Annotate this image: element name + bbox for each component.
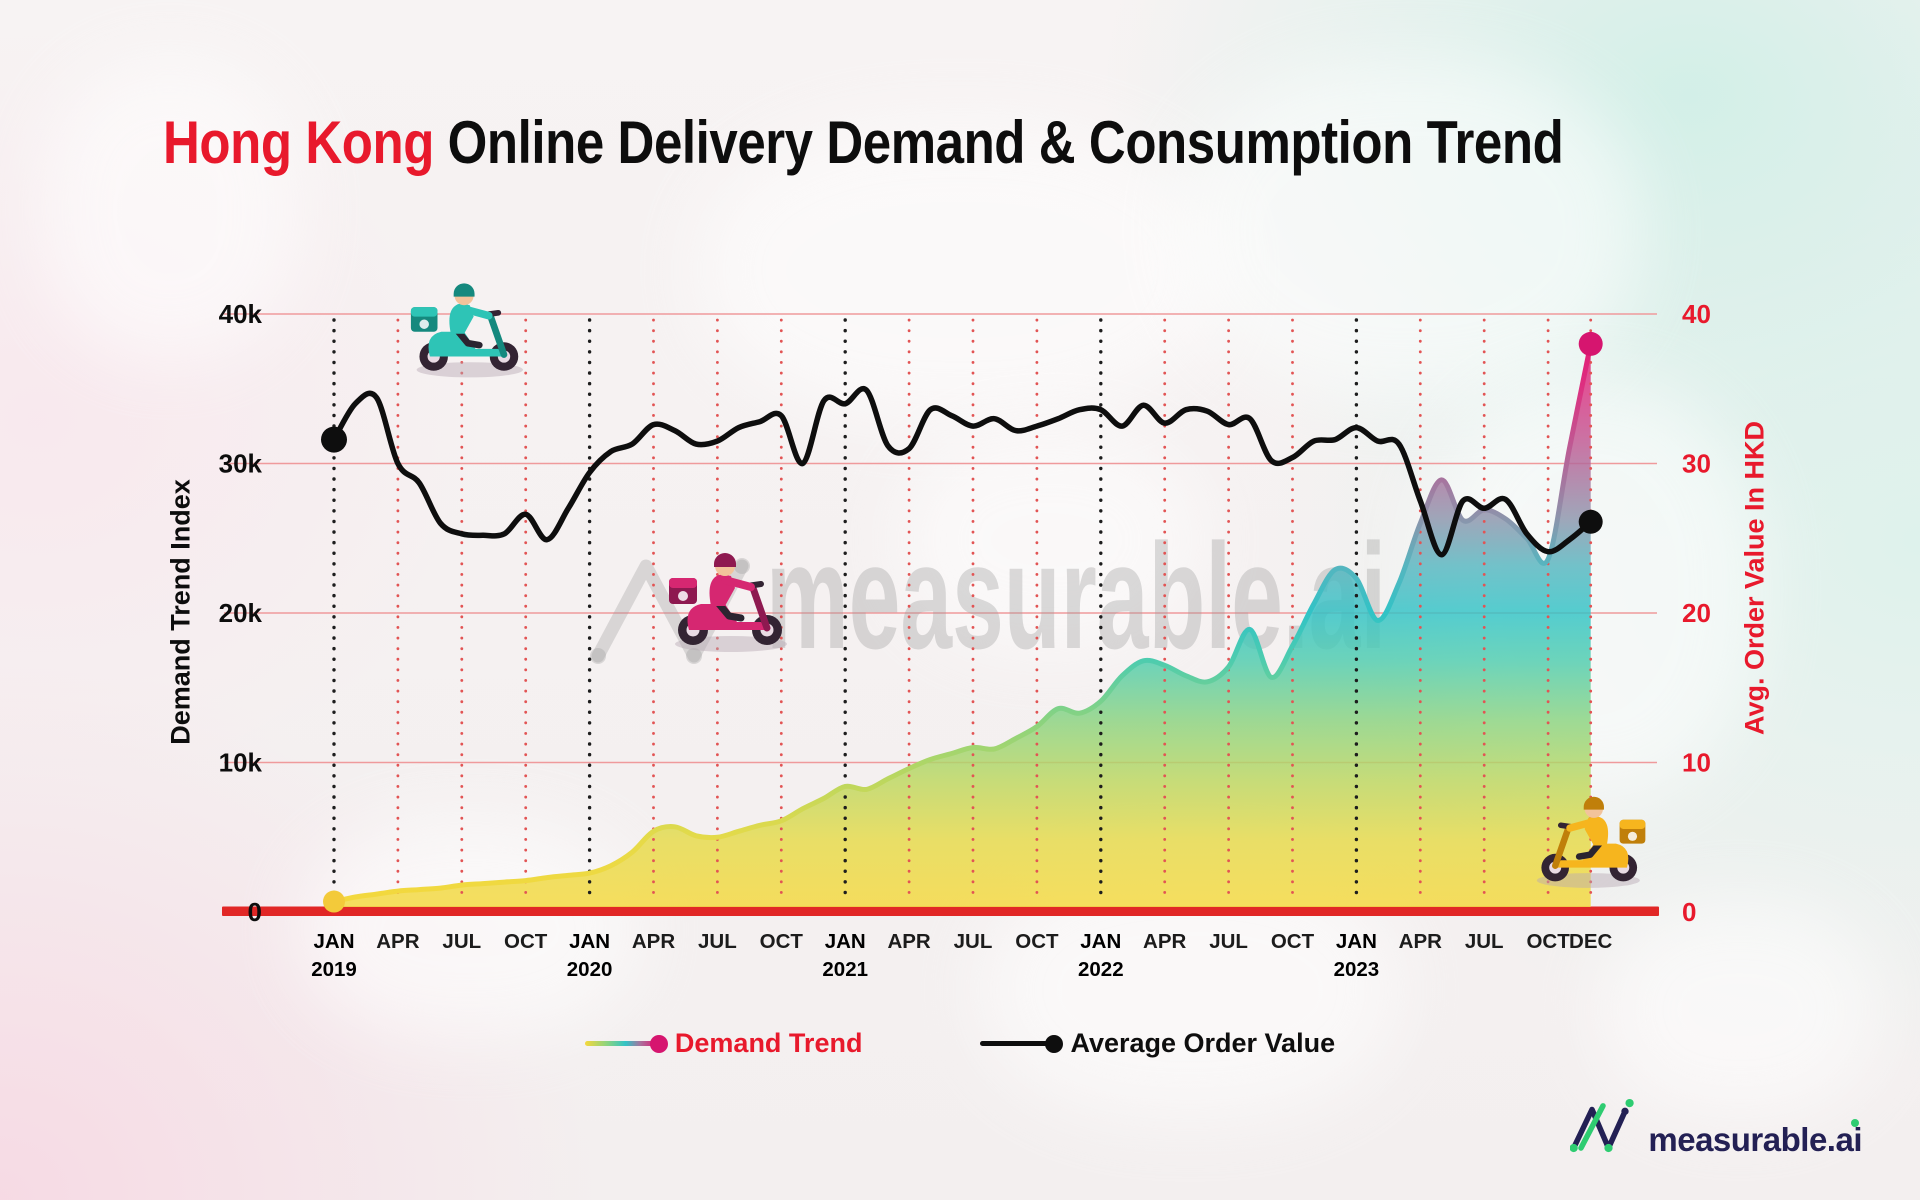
x-tick-label: OCT: [1526, 930, 1570, 953]
average-order-value-dot: [1045, 1034, 1064, 1053]
x-tick-label: APR: [1143, 930, 1186, 953]
x-tick-year: 2023: [1334, 958, 1380, 981]
x-tick-label: JAN: [825, 930, 866, 953]
y-right-tick-label: 0: [1682, 897, 1696, 927]
x-tick-label: JAN: [313, 930, 354, 953]
y-left-tick-label: 40k: [219, 299, 263, 329]
x-tick-label: JUL: [1465, 930, 1504, 953]
x-axis-baseline: [222, 906, 1659, 916]
page-title-rest: Online Delivery Demand & Consumption Tre…: [447, 109, 1564, 176]
y-left-tick-label: 20k: [219, 598, 263, 628]
average-order-value-line: [331, 385, 1594, 558]
series-lines: [331, 341, 1594, 904]
x-tick-year: 2021: [822, 958, 868, 981]
x-tick-label: APR: [1399, 930, 1442, 953]
demand-area-fill: [334, 343, 1591, 907]
series-endpoint-dots: [321, 331, 1603, 913]
y-right-tick-label: 30: [1682, 449, 1711, 479]
brand-logo-text: measurable.ai: [1648, 1119, 1862, 1158]
page-title: Hong Kong Online Delivery Demand & Consu…: [163, 108, 1564, 177]
scooter-illustrations: [410, 283, 1646, 888]
x-tick-label: JUL: [954, 930, 993, 953]
magenta-delivery-scooter-illustration: [669, 553, 787, 652]
axis-tick-labels: 0 10k 20k 30k 40k 0 10 20 30 40 JAN 2019 APR JUL OCT JA…: [219, 299, 1711, 981]
y-left-tick-label: 30k: [219, 449, 263, 479]
teal-delivery-scooter-illustration: [410, 283, 523, 378]
x-tick-label: JAN: [1336, 930, 1377, 953]
x-tick-label: APR: [632, 930, 675, 953]
background-blob: [1600, 900, 1880, 1120]
aov-start-dot: [321, 426, 347, 453]
x-tick-label: JAN: [569, 930, 610, 953]
average-order-value-swatch: [980, 1034, 1064, 1053]
x-tick-label: OCT: [1271, 930, 1315, 953]
y-left-tick-label: 0: [248, 897, 262, 927]
demand-end-dot: [1578, 331, 1603, 356]
legend-item-demand-trend: Demand Trend: [584, 1028, 863, 1059]
y-right-tick-label: 20: [1682, 598, 1711, 628]
x-tick-label: APR: [887, 930, 930, 953]
yellow-delivery-scooter-illustration: [1536, 796, 1646, 888]
demand-trend-swatch: [584, 1034, 668, 1053]
x-tick-label: OCT: [760, 930, 804, 953]
x-tick-label: JUL: [1209, 930, 1248, 953]
x-tick-year: 2019: [311, 958, 357, 981]
demand-trend-dot: [649, 1034, 668, 1053]
y-right-tick-label: 10: [1682, 748, 1711, 778]
background-blob: [1180, 60, 1640, 400]
background-blob: [40, 60, 300, 360]
x-tick-label: DEC: [1569, 930, 1612, 953]
x-tick-label: APR: [376, 930, 419, 953]
legend-item-average-order-value: Average Order Value: [980, 1028, 1335, 1059]
watermark-text: measurable.ai: [766, 513, 1386, 680]
legend-label-average-order-value: Average Order Value: [1070, 1028, 1336, 1058]
x-tick-label: JAN: [1080, 930, 1121, 953]
legend: Demand Trend Average Order Value: [0, 1028, 1920, 1059]
demand-trend-area: [334, 343, 1591, 907]
background-blob: [300, 820, 640, 1040]
page-title-highlight: Hong Kong: [163, 109, 434, 176]
brand-logo-text-inner: measurable.ai: [1648, 1121, 1862, 1158]
demand-trend-line: [331, 341, 1594, 904]
y-left-tick-label: 10k: [219, 748, 263, 778]
x-tick-label: OCT: [1015, 930, 1059, 953]
vertical-dotted-gridlines: [332, 318, 1593, 905]
watermark: measurable.ai: [590, 513, 1386, 680]
x-tick-label: JUL: [442, 930, 481, 953]
x-tick-label: JUL: [698, 930, 737, 953]
background-blob: [700, 120, 1220, 420]
demand-start-dot: [323, 890, 345, 913]
x-tick-label: OCT: [504, 930, 548, 953]
brand-green-dot: [1851, 1119, 1859, 1127]
x-tick-year: 2020: [567, 958, 613, 981]
legend-label-demand-trend: Demand Trend: [674, 1028, 863, 1058]
brand-logo: measurable.ai: [1570, 1096, 1862, 1156]
measurable-ai-logo-mark: [1570, 1098, 1635, 1153]
y-right-tick-label: 40: [1682, 299, 1711, 329]
aov-end-dot: [1578, 509, 1603, 534]
x-tick-year: 2022: [1078, 958, 1124, 981]
